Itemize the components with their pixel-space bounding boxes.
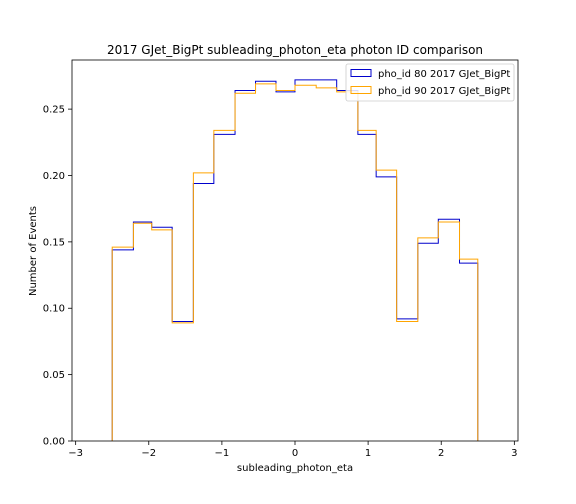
y-tick-label: 0.15	[43, 237, 65, 248]
x-tick-label: 0	[292, 448, 298, 459]
legend-swatch-pho-id-90	[350, 86, 372, 94]
series-layer	[111, 79, 479, 441]
legend-swatch-pho-id-80	[350, 69, 372, 77]
x-tick-label: −2	[141, 448, 156, 459]
series-line-pho-id-80	[111, 79, 479, 441]
plot-frame	[71, 59, 519, 442]
x-tick-label: 1	[365, 448, 371, 459]
y-axis: 0.00 0.05 0.10 0.15 0.20 0.25	[43, 105, 72, 448]
y-tick-label: 0.25	[43, 105, 65, 116]
x-axis-label: subleading_photon_eta	[237, 463, 353, 474]
legend-label-pho-id-80: pho_id 80 2017 GJet_BigPt	[378, 69, 510, 80]
x-tick-label: 2	[438, 448, 444, 459]
chart-title: 2017 GJet_BigPt subleading_photon_eta ph…	[107, 43, 483, 57]
legend-box	[345, 63, 515, 102]
series-line-pho-id-90	[111, 83, 479, 441]
x-tick-label: −1	[215, 448, 230, 459]
x-axis: −3 −2 −1 0 1 2 3	[68, 441, 518, 459]
y-tick-label: 0.05	[43, 370, 65, 381]
legend: pho_id 80 2017 GJet_BigPt pho_id 90 2017…	[345, 63, 515, 102]
legend-label-pho-id-90: pho_id 90 2017 GJet_BigPt	[378, 86, 510, 97]
y-tick-label: 0.00	[43, 437, 65, 448]
y-tick-label: 0.20	[43, 171, 65, 182]
y-axis-label: Number of Events	[28, 206, 39, 296]
x-tick-label: −3	[68, 448, 83, 459]
x-tick-label: 3	[511, 448, 517, 459]
y-tick-label: 0.10	[43, 304, 65, 315]
